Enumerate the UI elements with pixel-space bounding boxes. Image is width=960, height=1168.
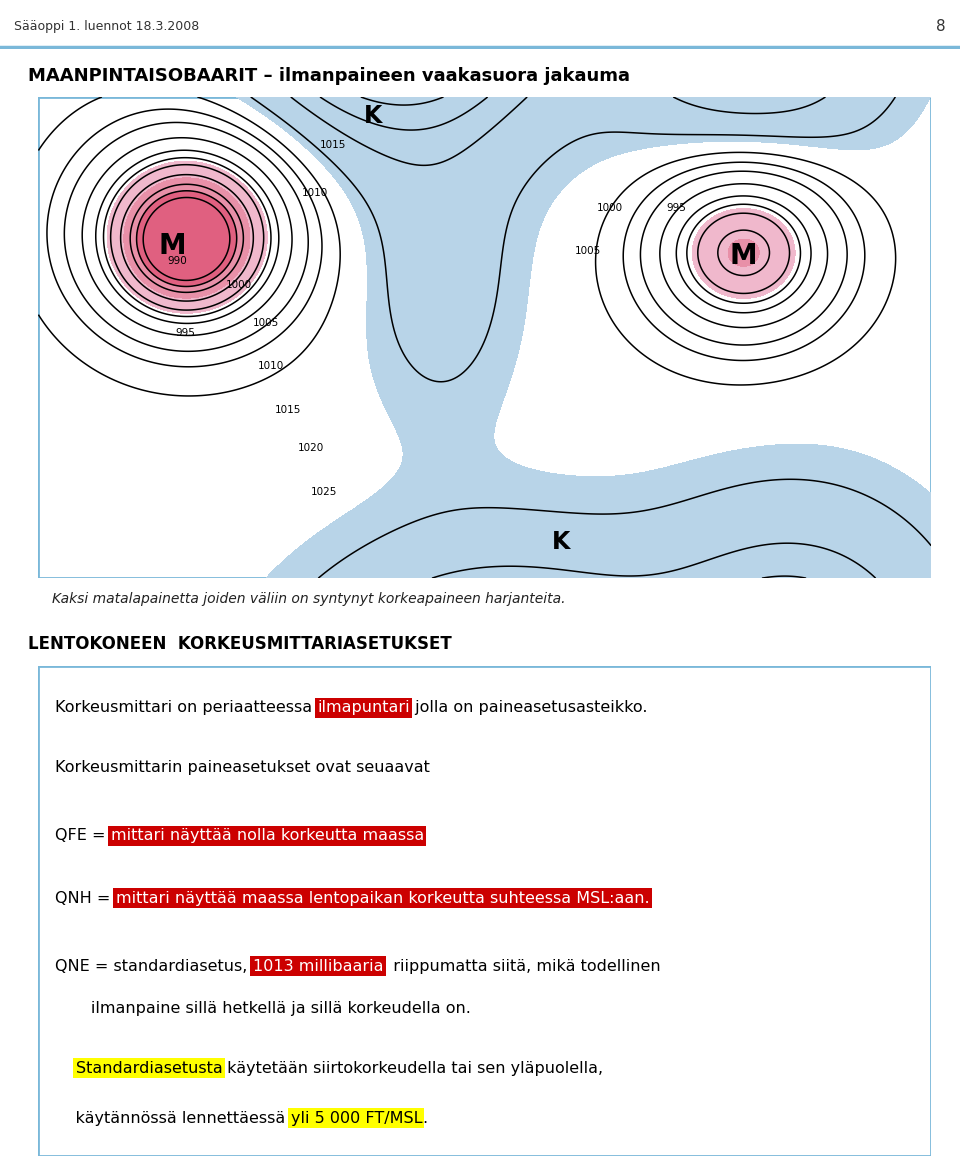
Text: QFE =: QFE =	[55, 828, 110, 843]
Text: M: M	[730, 242, 757, 270]
Text: jolla on paineasetusasteikko.: jolla on paineasetusasteikko.	[410, 701, 647, 715]
Text: Korkeusmittarin paineasetukset ovat seuaavat: Korkeusmittarin paineasetukset ovat seua…	[55, 760, 430, 776]
Text: 1000: 1000	[597, 202, 623, 213]
Text: 8: 8	[936, 20, 946, 35]
Text: riippumatta siitä, mikä todellinen: riippumatta siitä, mikä todellinen	[383, 959, 660, 974]
Text: 1010: 1010	[302, 188, 328, 199]
Text: QNH =: QNH =	[55, 890, 115, 905]
Text: M: M	[158, 232, 186, 260]
Text: K: K	[364, 104, 382, 128]
Text: QNE = standardiasetus,: QNE = standardiasetus,	[55, 959, 252, 974]
Text: mittari näyttää maassa lentopaikan korkeutta suhteessa MSL:aan.: mittari näyttää maassa lentopaikan korke…	[115, 890, 649, 905]
Text: 1005: 1005	[252, 318, 279, 328]
Text: ilmanpaine sillä hetkellä ja sillä korkeudella on.: ilmanpaine sillä hetkellä ja sillä korke…	[55, 1001, 471, 1016]
Text: MAANPINTAISOBAARIT – ilmanpaineen vaakasuora jakauma: MAANPINTAISOBAARIT – ilmanpaineen vaakas…	[29, 67, 631, 85]
Text: Kaksi matalapainetta joiden väliin on syntynyt korkeapaineen harjanteita.: Kaksi matalapainetta joiden väliin on sy…	[52, 592, 565, 606]
Text: 1015: 1015	[320, 140, 347, 150]
Text: käytännössä lennettäessä: käytännössä lennettäessä	[55, 1111, 291, 1126]
Text: ilmapuntari: ilmapuntari	[318, 701, 410, 715]
Text: 1020: 1020	[298, 443, 324, 453]
Text: Sääoppi 1. luennot 18.3.2008: Sääoppi 1. luennot 18.3.2008	[14, 21, 200, 34]
Text: Korkeusmittari on periaatteessa: Korkeusmittari on periaatteessa	[55, 701, 318, 715]
Text: 1013 millibaaria: 1013 millibaaria	[252, 959, 383, 974]
Text: .: .	[422, 1111, 427, 1126]
Text: K: K	[551, 529, 570, 554]
Text: mittari näyttää nolla korkeutta maassa: mittari näyttää nolla korkeutta maassa	[110, 828, 424, 843]
Text: LENTOKONEEN  KORKEUSMITTARIASETUKSET: LENTOKONEEN KORKEUSMITTARIASETUKSET	[29, 634, 452, 653]
Text: 1000: 1000	[227, 279, 252, 290]
Text: 1010: 1010	[257, 361, 283, 371]
Text: 1025: 1025	[311, 487, 337, 496]
Text: Standardiasetusta: Standardiasetusta	[76, 1061, 223, 1076]
Text: 1015: 1015	[276, 405, 301, 415]
Text: yli 5 000 FT/MSL: yli 5 000 FT/MSL	[291, 1111, 422, 1126]
Text: 990: 990	[167, 256, 186, 265]
Text: käytetään siirtokorkeudella tai sen yläpuolella,: käytetään siirtokorkeudella tai sen yläp…	[223, 1061, 604, 1076]
Text: 995: 995	[176, 328, 196, 338]
Text: 1005: 1005	[574, 246, 601, 256]
Text: 995: 995	[667, 202, 686, 213]
